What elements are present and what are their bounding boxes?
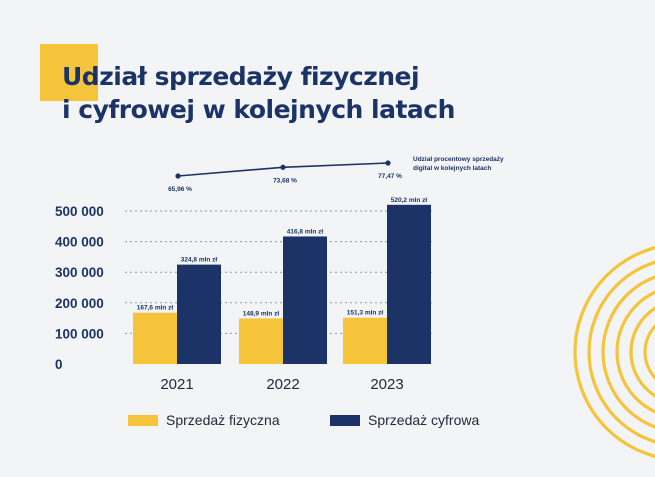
- bar-digital: [283, 236, 327, 364]
- title-line-1: Udział sprzedaży fizycznej: [62, 62, 420, 91]
- legend: Sprzedaż fizyczna Sprzedaż cyfrowa: [128, 412, 479, 428]
- title-accent-square: [40, 44, 98, 101]
- bar-digital: [387, 204, 431, 364]
- decorative-arc: [615, 290, 655, 414]
- y-tick-label: 200 000: [55, 296, 104, 311]
- bar-physical: [343, 317, 387, 364]
- x-axis: 2021 2022 2023: [160, 376, 403, 393]
- bars: [133, 204, 431, 364]
- decorative-arc: [643, 324, 655, 380]
- y-tick-label: 0: [55, 357, 63, 372]
- percentage-line: 65,96 % 73,68 % 77,47 % Udział procentowy s…: [168, 156, 504, 193]
- legend-label-digital: Sprzedaż cyfrowa: [368, 412, 479, 428]
- y-tick-label: 100 000: [55, 326, 104, 341]
- x-tick-label: 2022: [266, 376, 299, 393]
- bar-physical: [239, 318, 283, 364]
- legend-swatch-physical: [128, 415, 158, 426]
- percentage-point: [385, 160, 391, 166]
- decorative-arc: [573, 246, 655, 458]
- bar-label-physical: 167,6 mln zł: [137, 305, 174, 312]
- percentage-point: [280, 164, 286, 170]
- bar-digital: [177, 264, 221, 364]
- percentage-label: 65,96 %: [168, 186, 192, 193]
- y-tick-label: 500 000: [55, 204, 104, 219]
- percentage-label: 77,47 %: [378, 173, 402, 180]
- percentage-label: 73,68 %: [273, 177, 297, 184]
- y-tick-label: 300 000: [55, 265, 104, 280]
- bar-label-digital: 324,8 mln zł: [181, 257, 218, 264]
- bar-label-physical: 148,9 mln zł: [243, 310, 280, 317]
- percentage-point: [175, 173, 181, 179]
- x-tick-label: 2021: [160, 376, 193, 393]
- legend-swatch-digital: [330, 415, 360, 426]
- x-tick-label: 2023: [370, 376, 403, 393]
- bar-labels: 167,6 mln zł 324,8 mln zł 148,9 mln zł 416,…: [137, 197, 428, 318]
- bar-label-physical: 151,3 mln zł: [347, 310, 384, 317]
- bar-label-digital: 520,2 mln zł: [391, 197, 428, 204]
- title-line-2: i cyfrowej w kolejnych latach: [62, 95, 455, 124]
- bar-physical: [133, 312, 177, 364]
- page-title: Udział sprzedaży fizycznej i cyfrowej w …: [62, 60, 455, 126]
- decorative-arc: [629, 306, 655, 398]
- legend-label-physical: Sprzedaż fizyczna: [166, 412, 280, 428]
- y-axis: 0 100 000 200 000 300 000 400 000 500 000: [55, 204, 104, 372]
- line-annotation-1: Udział procentowy sprzedaży: [413, 156, 504, 163]
- decorative-arc: [601, 275, 655, 429]
- concentric-arcs-decoration: [573, 246, 655, 458]
- decorative-arc: [587, 260, 655, 444]
- bar-label-digital: 416,8 mln zł: [287, 228, 324, 235]
- line-annotation-2: digital w kolejnych latach: [413, 165, 491, 172]
- y-tick-label: 400 000: [55, 235, 104, 250]
